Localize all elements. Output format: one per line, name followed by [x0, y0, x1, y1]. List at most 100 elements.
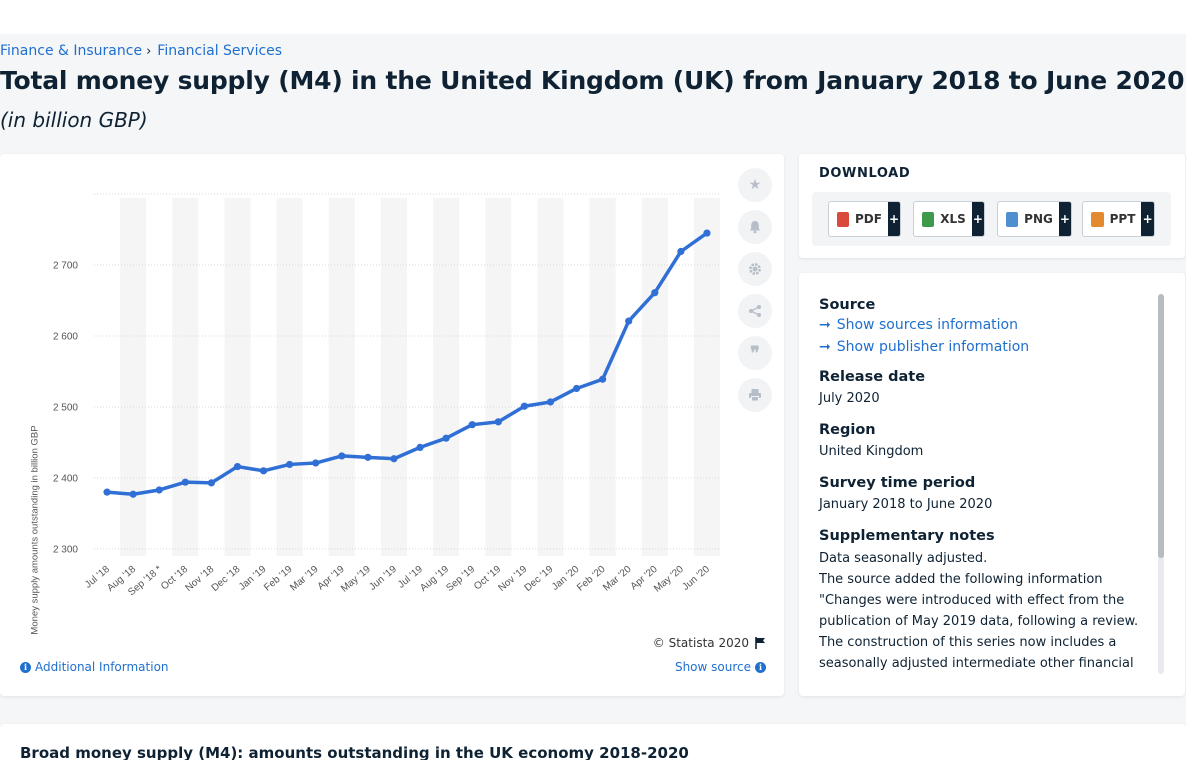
source-heading: Source	[819, 297, 876, 313]
series-line	[105, 231, 709, 496]
data-point	[181, 478, 189, 486]
y-tick-label: 2 500	[53, 402, 78, 413]
category-band	[172, 198, 199, 556]
download-ppt-button[interactable]: PPT +	[1082, 201, 1155, 237]
data-point	[259, 467, 268, 475]
category-band	[120, 198, 147, 556]
bell-icon[interactable]	[738, 210, 772, 244]
x-tick-label: Mar '20	[601, 564, 634, 594]
plus-icon: +	[971, 202, 984, 236]
download-card: DOWNLOAD PDF + XLS + PNG + PPT +	[799, 154, 1185, 258]
category-band	[380, 198, 407, 556]
print-icon[interactable]	[738, 378, 772, 412]
data-point	[233, 462, 242, 471]
download-png-button[interactable]: PNG +	[997, 201, 1072, 237]
category-band	[276, 198, 303, 556]
pdf-file-icon	[837, 211, 850, 227]
copyright: © Statista 2020	[653, 636, 766, 650]
data-point	[103, 488, 111, 496]
show-sources-link[interactable]: ➞ Show sources information	[819, 317, 1139, 333]
data-point	[155, 486, 163, 494]
quote-icon[interactable]: ❞	[738, 336, 772, 370]
related-statistic-title[interactable]: Broad money supply (M4): amounts outstan…	[20, 744, 689, 760]
supplementary-notes-line1: Data seasonally adjusted.	[819, 551, 988, 566]
data-point	[312, 459, 320, 467]
scrollbar-thumb[interactable]	[1158, 294, 1164, 558]
region-heading: Region	[819, 422, 876, 438]
data-point	[546, 398, 555, 406]
x-tick-label: May '20	[652, 564, 686, 595]
statistic-info: Source ➞ Show sources information ➞ Show…	[819, 297, 1139, 674]
x-tick-label: Feb '20	[575, 564, 608, 594]
x-tick-label: Feb '19	[262, 564, 295, 594]
x-tick-label: Mar '19	[288, 564, 321, 594]
data-point	[703, 229, 711, 237]
category-band	[693, 198, 720, 556]
download-buttons: PDF + XLS + PNG + PPT +	[812, 192, 1171, 246]
survey-period-heading: Survey time period	[819, 475, 976, 491]
chart-toolbar: ★ ❞	[738, 168, 772, 420]
png-file-icon	[1006, 211, 1019, 227]
category-band	[537, 198, 564, 556]
data-point	[207, 479, 215, 487]
data-point	[338, 452, 346, 460]
page-title: Total money supply (M4) in the United Ki…	[0, 66, 1185, 95]
gear-icon[interactable]	[738, 252, 772, 286]
x-tick-label: Sep '19	[444, 564, 477, 594]
show-publisher-link[interactable]: ➞ Show publisher information	[819, 339, 1139, 355]
data-point	[364, 453, 372, 461]
show-sources-label: Show sources information	[836, 317, 1018, 333]
release-date-value: July 2020	[819, 391, 880, 406]
xls-file-icon	[922, 211, 935, 227]
show-source-label: Show source	[674, 660, 751, 674]
star-icon[interactable]: ★	[738, 168, 772, 202]
data-point	[390, 455, 398, 463]
data-point	[286, 460, 294, 469]
x-tick-label: Dec '18	[210, 564, 243, 594]
y-tick-label: 2 400	[53, 473, 78, 484]
category-band	[224, 198, 251, 556]
share-icon[interactable]	[738, 294, 772, 328]
data-point	[520, 402, 528, 410]
y-tick-label: 2 300	[53, 544, 78, 555]
data-point	[468, 421, 476, 429]
x-tick-label: May '19	[339, 564, 373, 595]
info-scrollbar[interactable]	[1158, 294, 1164, 674]
y-tick-label: 2 700	[53, 260, 78, 271]
download-pdf-label: PDF	[855, 212, 882, 226]
y-tick-label: 2 600	[53, 331, 78, 342]
show-source-link[interactable]: Show source i	[675, 660, 766, 674]
data-point	[677, 247, 685, 256]
chart-card: 2 300 2 400 2 500 2 600 2 700 Jul '18 Aug '18 S…	[0, 154, 784, 696]
region-value: United Kingdom	[819, 444, 924, 459]
download-xls-label: XLS	[940, 212, 966, 226]
supplementary-notes-text: The source added the following informati…	[819, 572, 1139, 671]
breadcrumb: Finance & Insurance › Financial Services	[0, 43, 282, 59]
data-point	[442, 434, 450, 442]
x-tick-label: Jun '19	[367, 564, 399, 593]
page-subtitle: (in billion GBP)	[0, 108, 148, 132]
data-point	[416, 443, 424, 451]
survey-period-value: January 2018 to June 2020	[819, 497, 993, 512]
category-band	[485, 198, 512, 556]
flag-icon[interactable]	[755, 637, 766, 649]
download-title: DOWNLOAD	[819, 166, 911, 181]
plus-icon: +	[1141, 202, 1154, 236]
data-point	[494, 418, 502, 426]
arrow-right-icon: ➞	[819, 339, 831, 355]
release-date-heading: Release date	[819, 369, 926, 385]
download-ppt-label: PPT	[1109, 212, 1136, 226]
x-tick-label: Jun '20	[680, 564, 712, 593]
show-publisher-label: Show publisher information	[836, 339, 1030, 355]
plus-icon: +	[1058, 202, 1071, 236]
arrow-right-icon: ➞	[819, 317, 831, 333]
additional-information-link[interactable]: i Additional Information	[20, 660, 169, 674]
breadcrumb-finance-insurance[interactable]: Finance & Insurance	[0, 43, 143, 59]
download-pdf-button[interactable]: PDF +	[828, 201, 901, 237]
breadcrumb-financial-services[interactable]: Financial Services	[157, 43, 283, 59]
top-navigation-bar	[0, 0, 1186, 34]
additional-information-label: Additional Information	[35, 660, 169, 674]
download-xls-button[interactable]: XLS +	[913, 201, 985, 237]
copyright-text: © Statista 2020	[652, 636, 749, 650]
